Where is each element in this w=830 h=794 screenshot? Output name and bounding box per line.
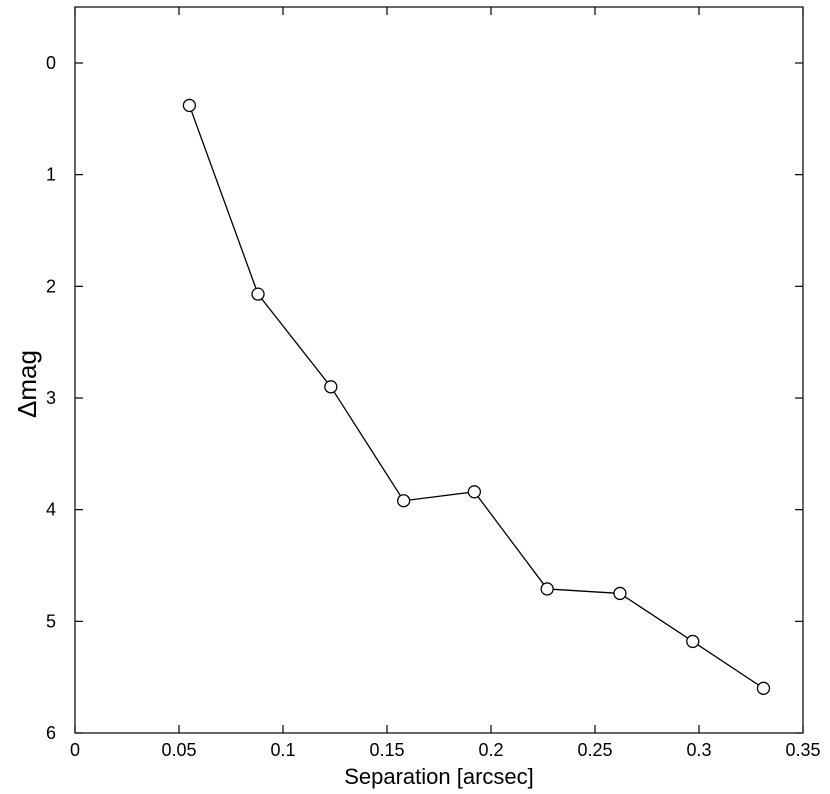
y-tick-label: 4	[46, 500, 56, 520]
data-point	[756, 681, 771, 695]
data-point	[251, 287, 265, 301]
x-tick-label: 0.05	[161, 740, 196, 760]
y-tick-label: 3	[46, 388, 56, 408]
plot-frame	[74, 6, 804, 734]
series-line	[188, 105, 764, 689]
x-tick-label: 0.1	[270, 740, 295, 760]
axis-tick-labels: 0 0.05 0.1 0.15 0.2 0.25 0.3 0.35 0 1 2 3 4 5 6	[46, 53, 821, 760]
y-tick-label: 1	[46, 165, 56, 185]
x-tick-label: 0	[70, 740, 80, 760]
y-tick-label: 0	[46, 53, 56, 73]
y-tick-label: 6	[46, 723, 56, 743]
data-point	[324, 380, 338, 394]
x-axis-label: Separation [arcsec]	[344, 764, 534, 789]
x-tick-label: 0.2	[478, 740, 503, 760]
series-group	[182, 98, 771, 695]
x-tick-label: 0.3	[686, 740, 711, 760]
y-tick-label: 2	[46, 276, 56, 296]
axis-ticks	[74, 7, 804, 734]
data-point	[686, 634, 700, 649]
x-tick-label: 0.25	[577, 740, 612, 760]
x-tick-label: 0.15	[369, 740, 404, 760]
data-point	[467, 485, 482, 499]
data-point	[613, 586, 627, 601]
data-point	[396, 494, 411, 508]
data-point	[182, 98, 197, 113]
data-point	[540, 582, 554, 596]
x-tick-label: 0.35	[785, 740, 820, 760]
y-tick-label: 5	[46, 611, 56, 631]
y-axis-label: Δmag	[12, 350, 42, 418]
